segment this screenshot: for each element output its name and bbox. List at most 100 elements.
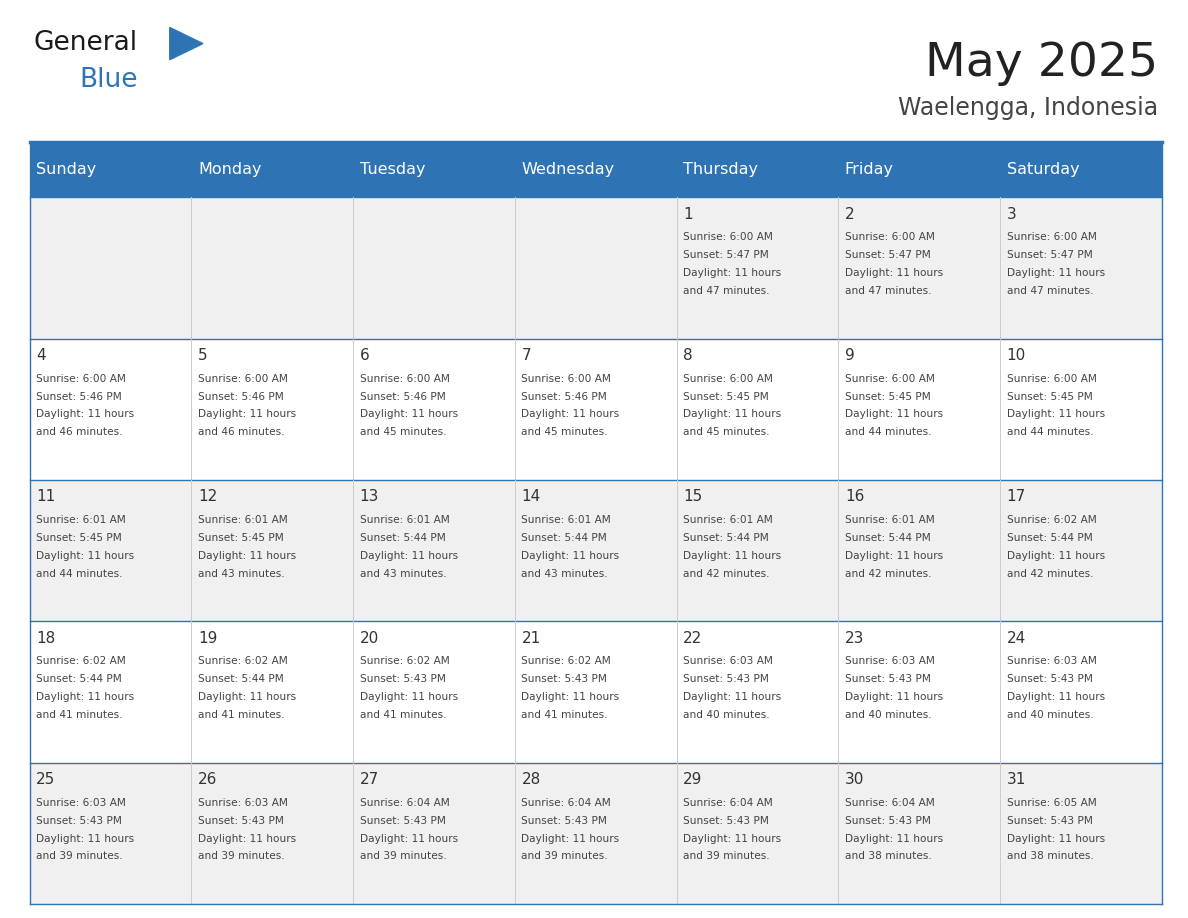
Text: Sunset: 5:47 PM: Sunset: 5:47 PM (845, 251, 930, 260)
Text: and 41 minutes.: and 41 minutes. (198, 711, 284, 720)
Text: Daylight: 11 hours: Daylight: 11 hours (360, 834, 457, 844)
Text: Sunset: 5:45 PM: Sunset: 5:45 PM (1006, 391, 1092, 401)
Text: General: General (34, 29, 138, 55)
Text: 2: 2 (845, 207, 854, 221)
Text: Sunset: 5:43 PM: Sunset: 5:43 PM (198, 815, 284, 825)
Text: Sunrise: 6:01 AM: Sunrise: 6:01 AM (36, 515, 126, 525)
Text: Sunrise: 6:00 AM: Sunrise: 6:00 AM (360, 374, 449, 384)
Text: Daylight: 11 hours: Daylight: 11 hours (36, 551, 134, 561)
Text: Sunrise: 6:01 AM: Sunrise: 6:01 AM (360, 515, 449, 525)
Text: Blue: Blue (78, 67, 138, 94)
Text: Daylight: 11 hours: Daylight: 11 hours (683, 409, 782, 420)
Text: 19: 19 (198, 631, 217, 645)
Text: Daylight: 11 hours: Daylight: 11 hours (1006, 409, 1105, 420)
Text: Sunrise: 6:04 AM: Sunrise: 6:04 AM (683, 798, 773, 808)
Text: Sunset: 5:44 PM: Sunset: 5:44 PM (522, 532, 607, 543)
Text: 9: 9 (845, 348, 854, 363)
Text: Sunrise: 6:04 AM: Sunrise: 6:04 AM (845, 798, 935, 808)
Text: Wednesday: Wednesday (522, 162, 614, 177)
Text: 13: 13 (360, 489, 379, 504)
Text: Sunset: 5:47 PM: Sunset: 5:47 PM (1006, 251, 1092, 260)
Text: and 38 minutes.: and 38 minutes. (845, 851, 931, 861)
Text: 24: 24 (1006, 631, 1026, 645)
Text: Sunset: 5:45 PM: Sunset: 5:45 PM (683, 391, 769, 401)
Text: Sunset: 5:47 PM: Sunset: 5:47 PM (683, 251, 769, 260)
Text: Sunrise: 6:02 AM: Sunrise: 6:02 AM (198, 656, 287, 666)
Text: and 41 minutes.: and 41 minutes. (522, 711, 608, 720)
Text: Sunset: 5:44 PM: Sunset: 5:44 PM (360, 532, 446, 543)
Text: Sunrise: 6:03 AM: Sunrise: 6:03 AM (845, 656, 935, 666)
Text: Sunset: 5:43 PM: Sunset: 5:43 PM (360, 674, 446, 684)
Text: 8: 8 (683, 348, 693, 363)
Text: and 43 minutes.: and 43 minutes. (522, 568, 608, 578)
Text: Sunrise: 6:04 AM: Sunrise: 6:04 AM (360, 798, 449, 808)
Text: and 46 minutes.: and 46 minutes. (198, 427, 284, 437)
Text: Sunrise: 6:05 AM: Sunrise: 6:05 AM (1006, 798, 1097, 808)
Text: and 42 minutes.: and 42 minutes. (845, 568, 931, 578)
Text: and 47 minutes.: and 47 minutes. (845, 286, 931, 296)
Text: Sunrise: 6:02 AM: Sunrise: 6:02 AM (1006, 515, 1097, 525)
Text: Sunset: 5:43 PM: Sunset: 5:43 PM (360, 815, 446, 825)
Text: Daylight: 11 hours: Daylight: 11 hours (1006, 834, 1105, 844)
Text: 3: 3 (1006, 207, 1017, 221)
Text: Sunrise: 6:02 AM: Sunrise: 6:02 AM (522, 656, 611, 666)
Text: 5: 5 (198, 348, 208, 363)
Text: Sunset: 5:43 PM: Sunset: 5:43 PM (683, 815, 769, 825)
Text: Sunrise: 6:03 AM: Sunrise: 6:03 AM (1006, 656, 1097, 666)
Text: and 42 minutes.: and 42 minutes. (1006, 568, 1093, 578)
Text: and 43 minutes.: and 43 minutes. (198, 568, 285, 578)
Text: Saturday: Saturday (1006, 162, 1079, 177)
Text: and 39 minutes.: and 39 minutes. (522, 851, 608, 861)
Text: Sunrise: 6:00 AM: Sunrise: 6:00 AM (683, 374, 773, 384)
Text: Sunset: 5:43 PM: Sunset: 5:43 PM (522, 815, 607, 825)
Text: Daylight: 11 hours: Daylight: 11 hours (36, 409, 134, 420)
Text: 1: 1 (683, 207, 693, 221)
Text: Sunset: 5:46 PM: Sunset: 5:46 PM (36, 391, 122, 401)
Text: Sunrise: 6:03 AM: Sunrise: 6:03 AM (198, 798, 287, 808)
Text: Waelengga, Indonesia: Waelengga, Indonesia (898, 96, 1158, 120)
Text: Sunset: 5:43 PM: Sunset: 5:43 PM (683, 674, 769, 684)
Text: Sunset: 5:44 PM: Sunset: 5:44 PM (683, 532, 769, 543)
Text: Daylight: 11 hours: Daylight: 11 hours (683, 834, 782, 844)
Text: and 39 minutes.: and 39 minutes. (198, 851, 285, 861)
Text: 18: 18 (36, 631, 56, 645)
Text: and 42 minutes.: and 42 minutes. (683, 568, 770, 578)
Text: 14: 14 (522, 489, 541, 504)
Text: Sunrise: 6:01 AM: Sunrise: 6:01 AM (198, 515, 287, 525)
Text: Sunset: 5:43 PM: Sunset: 5:43 PM (522, 674, 607, 684)
Text: Daylight: 11 hours: Daylight: 11 hours (845, 692, 943, 702)
Text: Daylight: 11 hours: Daylight: 11 hours (683, 551, 782, 561)
Text: 20: 20 (360, 631, 379, 645)
Text: 25: 25 (36, 772, 56, 787)
Text: Sunrise: 6:00 AM: Sunrise: 6:00 AM (845, 374, 935, 384)
Text: 31: 31 (1006, 772, 1026, 787)
Text: Sunset: 5:44 PM: Sunset: 5:44 PM (845, 532, 930, 543)
Text: Sunrise: 6:02 AM: Sunrise: 6:02 AM (360, 656, 449, 666)
Text: and 39 minutes.: and 39 minutes. (360, 851, 447, 861)
Text: 29: 29 (683, 772, 702, 787)
Text: Daylight: 11 hours: Daylight: 11 hours (845, 268, 943, 278)
Text: Daylight: 11 hours: Daylight: 11 hours (683, 692, 782, 702)
Text: Sunrise: 6:03 AM: Sunrise: 6:03 AM (683, 656, 773, 666)
Text: Daylight: 11 hours: Daylight: 11 hours (522, 692, 619, 702)
Text: Daylight: 11 hours: Daylight: 11 hours (1006, 551, 1105, 561)
Text: Daylight: 11 hours: Daylight: 11 hours (522, 551, 619, 561)
Text: 16: 16 (845, 489, 864, 504)
Text: Daylight: 11 hours: Daylight: 11 hours (360, 409, 457, 420)
Text: Sunrise: 6:00 AM: Sunrise: 6:00 AM (845, 232, 935, 242)
Text: Daylight: 11 hours: Daylight: 11 hours (845, 834, 943, 844)
Text: 22: 22 (683, 631, 702, 645)
Text: and 45 minutes.: and 45 minutes. (360, 427, 447, 437)
Text: Sunrise: 6:01 AM: Sunrise: 6:01 AM (845, 515, 935, 525)
Text: and 46 minutes.: and 46 minutes. (36, 427, 122, 437)
Text: 28: 28 (522, 772, 541, 787)
Text: Sunrise: 6:02 AM: Sunrise: 6:02 AM (36, 656, 126, 666)
Text: Sunset: 5:43 PM: Sunset: 5:43 PM (845, 815, 930, 825)
Text: and 40 minutes.: and 40 minutes. (683, 711, 770, 720)
Text: Daylight: 11 hours: Daylight: 11 hours (845, 551, 943, 561)
Text: and 40 minutes.: and 40 minutes. (1006, 711, 1093, 720)
Text: Sunrise: 6:00 AM: Sunrise: 6:00 AM (36, 374, 126, 384)
Text: and 44 minutes.: and 44 minutes. (845, 427, 931, 437)
Text: Daylight: 11 hours: Daylight: 11 hours (360, 692, 457, 702)
Text: Sunset: 5:46 PM: Sunset: 5:46 PM (360, 391, 446, 401)
